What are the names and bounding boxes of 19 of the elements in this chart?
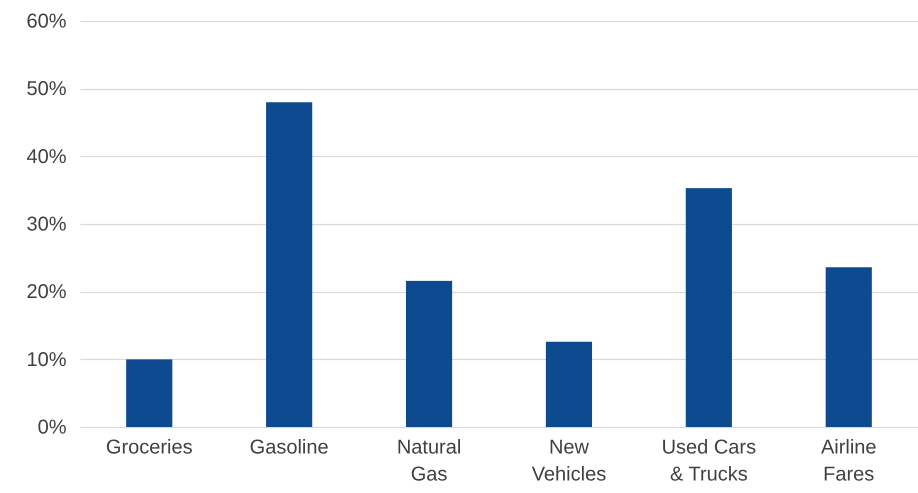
x-tick-label: Gasoline — [250, 436, 329, 458]
x-tick-label: Groceries — [106, 436, 193, 458]
y-tick-label: 0% — [38, 416, 67, 438]
bar — [826, 267, 872, 427]
bar — [546, 342, 592, 427]
bar — [406, 280, 452, 427]
y-tick-label: 20% — [26, 281, 67, 304]
y-tick-label: 30% — [26, 214, 67, 236]
y-tick-label: 10% — [26, 348, 67, 371]
bar — [686, 188, 732, 427]
x-tick-label: Natural Gas — [396, 436, 462, 486]
x-tick-label: Airline Fares — [820, 436, 877, 486]
x-tick-label: Used Cars & Trucks — [662, 436, 756, 486]
y-tick-label: 50% — [26, 78, 67, 100]
bar — [266, 102, 312, 427]
bar — [126, 359, 172, 427]
x-tick-label: New Vehicles — [532, 436, 606, 486]
y-tick-label: 40% — [26, 146, 67, 168]
y-tick-label: 60% — [26, 10, 67, 32]
